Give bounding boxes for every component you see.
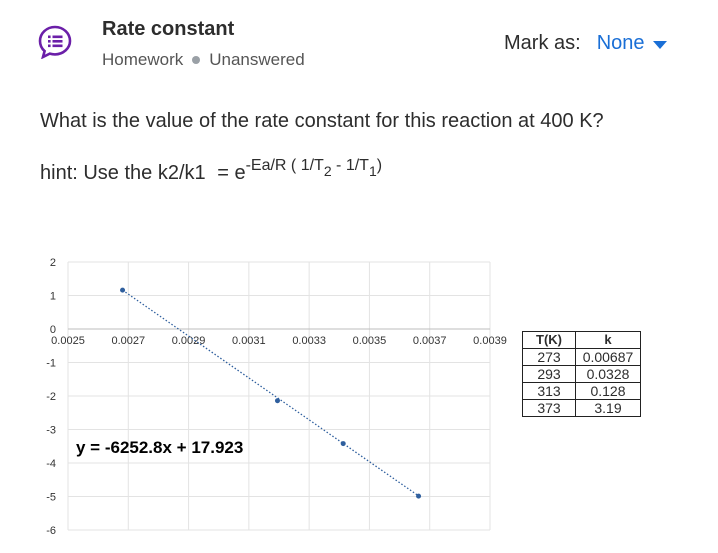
table-cell-k: 0.0328 xyxy=(575,365,641,383)
hint-sub-2: 2 xyxy=(323,163,332,179)
hint-exp-mid: - 1/T xyxy=(331,157,369,174)
mark-as-value: None xyxy=(596,32,645,54)
x-tick-label: 0.0037 xyxy=(413,335,447,347)
question-meta: Homework Unanswered xyxy=(102,50,305,70)
hint-prefix: hint: Use the k2/k1 xyxy=(40,162,206,184)
data-table: T(K) k 273 0.00687 293 0.0328 313 0.128 … xyxy=(522,331,641,417)
question-title: Rate constant xyxy=(102,18,235,40)
table-cell-temp: 373 xyxy=(522,399,576,417)
arrhenius-chart: 2 1 0 -1 -2 -3 -4 -5 -6 0.0025 0.0027 0.0029 0.0031… xyxy=(46,257,507,537)
x-tick-label: 0.0031 xyxy=(232,335,266,347)
x-tick-label: 0.0029 xyxy=(172,335,206,347)
y-tick-label: -2 xyxy=(46,391,56,403)
table-cell-k: 0.00687 xyxy=(575,348,641,366)
y-tick-label: 2 xyxy=(50,257,56,269)
y-tick-label: -5 xyxy=(46,492,56,504)
x-tick-label: 0.0025 xyxy=(51,335,85,347)
table-row: 293 0.0328 xyxy=(522,365,641,383)
y-tick-label: -4 xyxy=(46,458,56,470)
list-bubble-icon xyxy=(38,25,72,59)
table-cell-temp: 293 xyxy=(522,365,576,383)
separator-dot-icon xyxy=(192,56,201,64)
table-cell-temp: 273 xyxy=(522,348,576,366)
table-cell-k: 3.19 xyxy=(575,399,641,417)
table-cell-k: 0.128 xyxy=(575,382,641,400)
data-point xyxy=(416,493,422,499)
question-header: Rate constant Homework Unanswered Mark a… xyxy=(0,0,718,90)
hint-text: hint: Use the k2/k1 = e-Ea/R ( 1/T2 - 1/… xyxy=(40,157,382,185)
table-cell-temp: 313 xyxy=(522,382,576,400)
mark-as-control: Mark as: None xyxy=(504,32,667,55)
data-point xyxy=(274,398,280,404)
x-tick-label: 0.0027 xyxy=(111,335,145,347)
mark-as-dropdown[interactable]: None xyxy=(597,32,667,55)
x-tick-label: 0.0033 xyxy=(292,335,326,347)
x-tick-labels: 0.0025 0.0027 0.0029 0.0031 0.0033 0.0035 0.00… xyxy=(51,335,507,347)
question-text: What is the value of the rate constant f… xyxy=(40,110,604,132)
table-header-row: T(K) k xyxy=(522,331,641,349)
chart-grid xyxy=(67,261,491,531)
table-header-temp: T(K) xyxy=(522,331,576,349)
mark-as-label: Mark as: xyxy=(504,32,581,54)
x-tick-label: 0.0035 xyxy=(353,335,387,347)
table-row: 373 3.19 xyxy=(522,399,641,417)
trendline xyxy=(122,289,419,497)
chevron-down-icon xyxy=(652,40,667,49)
table-header-k: k xyxy=(575,331,641,349)
data-point xyxy=(340,441,346,447)
x-tick-label: 0.0039 xyxy=(473,335,507,347)
hint-exp-post: ) xyxy=(376,157,383,174)
y-tick-label: -1 xyxy=(46,358,56,370)
data-points xyxy=(120,287,422,499)
hint-sub-1: 1 xyxy=(368,163,377,179)
y-tick-labels: 2 1 0 -1 -2 -3 -4 -5 -6 xyxy=(46,257,56,537)
category-label: Homework xyxy=(102,50,184,69)
y-tick-label: -6 xyxy=(46,525,56,537)
hint-exp-pre: -Ea/R ( 1/T xyxy=(245,157,324,174)
hint-equals: = e xyxy=(217,162,246,184)
status-label: Unanswered xyxy=(209,50,305,69)
y-tick-label: -3 xyxy=(46,425,56,437)
chart-figure: 2 1 0 -1 -2 -3 -4 -5 -6 0.0025 0.0027 0.0029 0.0031… xyxy=(0,238,718,548)
trendline-path xyxy=(122,289,419,497)
data-point xyxy=(120,287,126,293)
table-row: 273 0.00687 xyxy=(522,348,641,366)
equation-label: y = -6252.8x + 17.923 xyxy=(76,438,243,457)
y-tick-label: 1 xyxy=(50,291,56,303)
hint-exponent: -Ea/R ( 1/T2 - 1/T1) xyxy=(245,157,383,179)
table-row: 313 0.128 xyxy=(522,382,641,400)
y-tick-label: 0 xyxy=(50,324,56,336)
